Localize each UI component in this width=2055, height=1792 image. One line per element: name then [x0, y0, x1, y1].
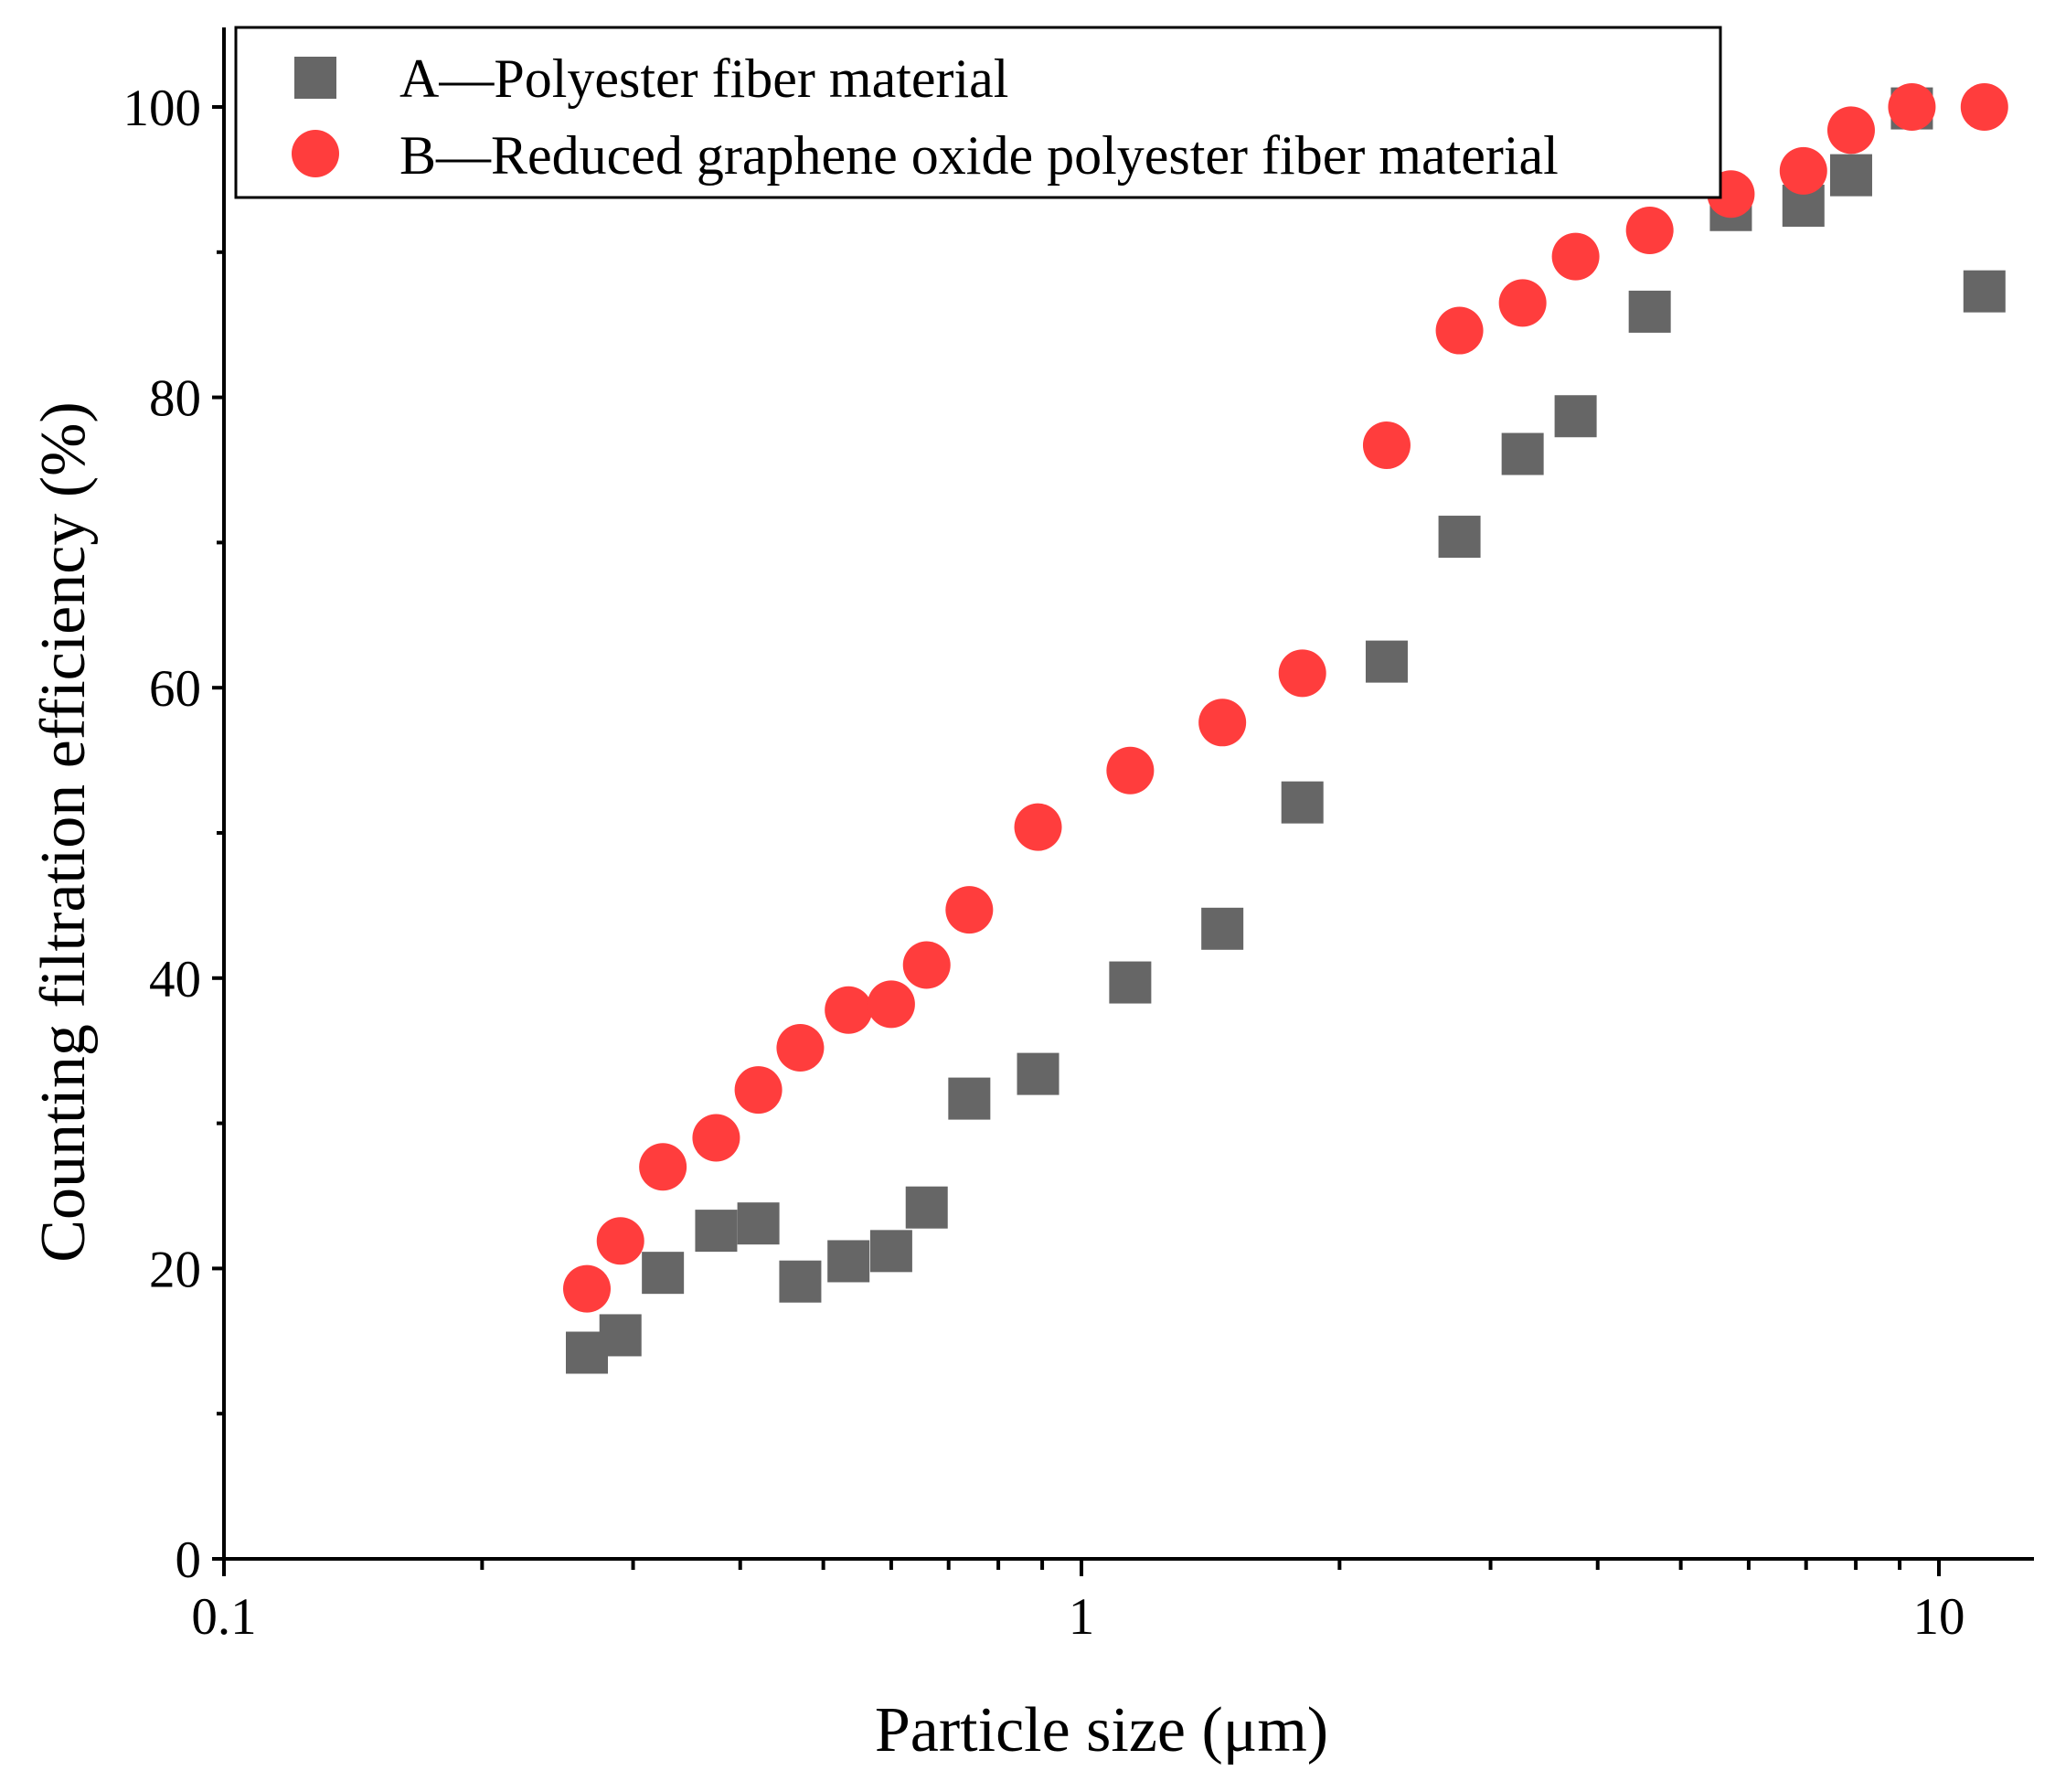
legend-marker-a	[294, 57, 336, 99]
data-point-b	[692, 1114, 740, 1162]
data-point-b	[734, 1066, 783, 1115]
data-point-b	[563, 1264, 612, 1313]
data-point-b	[1498, 279, 1547, 327]
legend-marker-b	[292, 130, 339, 177]
data-point-b	[1888, 83, 1936, 131]
data-point-a	[1501, 432, 1544, 475]
data-points	[563, 83, 2008, 1374]
y-tick-label: 100	[123, 80, 202, 137]
legend-box	[234, 26, 1722, 199]
data-point-a	[1628, 290, 1671, 333]
y-tick-label: 60	[149, 660, 201, 718]
data-point-a	[1281, 781, 1324, 824]
data-point-a	[1438, 516, 1481, 559]
y-tick-label: 0	[176, 1531, 202, 1589]
data-point-a	[1201, 907, 1244, 950]
data-point-b	[1362, 421, 1411, 470]
legend-label-a: A—Polyester fiber material	[399, 48, 1008, 109]
data-point-a	[737, 1202, 780, 1245]
data-point-a	[1017, 1052, 1059, 1095]
data-point-b	[1779, 146, 1827, 195]
legend-label-b: B—Reduced graphene oxide polyester fiber…	[399, 125, 1559, 186]
data-point-a	[905, 1186, 948, 1229]
data-point-b	[1551, 232, 1600, 281]
y-axis-title: Counting filtration efficiency (%)	[28, 401, 99, 1262]
x-ticks: 0.1 1 10	[191, 1559, 1965, 1646]
data-point-a	[1365, 640, 1408, 683]
data-point-a	[1963, 270, 2006, 313]
data-point-b	[1625, 206, 1674, 254]
data-point-b	[945, 886, 994, 934]
x-tick-label: 10	[1913, 1588, 1965, 1646]
data-point-b	[1106, 746, 1155, 795]
data-point-a	[827, 1240, 870, 1283]
data-point-b	[1014, 803, 1062, 851]
data-point-a	[779, 1260, 822, 1303]
data-point-a	[695, 1210, 738, 1253]
data-point-a	[869, 1230, 912, 1273]
data-point-b	[776, 1024, 825, 1072]
data-point-b	[1826, 106, 1875, 155]
y-tick-label: 20	[149, 1241, 201, 1298]
data-point-a	[1829, 154, 1872, 197]
data-point-b	[867, 980, 915, 1029]
data-point-a	[1109, 961, 1152, 1004]
data-point-a	[599, 1314, 642, 1357]
axes	[222, 27, 2034, 1561]
data-point-b	[1198, 699, 1247, 747]
legend: A—Polyester fiber material B—Reduced gra…	[234, 26, 1722, 199]
y-ticks: 0 20 40 60 80 100	[123, 80, 224, 1589]
data-point-a	[642, 1252, 685, 1295]
data-point-b	[596, 1217, 644, 1265]
data-point-b	[639, 1143, 687, 1191]
y-tick-label: 40	[149, 951, 201, 1008]
data-point-b	[1278, 649, 1326, 698]
y-tick-label: 80	[149, 370, 201, 428]
x-tick-label: 0.1	[191, 1588, 256, 1646]
data-point-b	[902, 941, 951, 989]
data-point-b	[1435, 306, 1484, 355]
data-point-a	[948, 1077, 991, 1120]
x-axis-title: Particle size (μm)	[875, 1695, 1328, 1765]
data-point-b	[1960, 83, 2008, 131]
data-point-b	[825, 986, 873, 1034]
data-point-a	[1554, 395, 1597, 438]
x-tick-label: 1	[1069, 1588, 1095, 1646]
